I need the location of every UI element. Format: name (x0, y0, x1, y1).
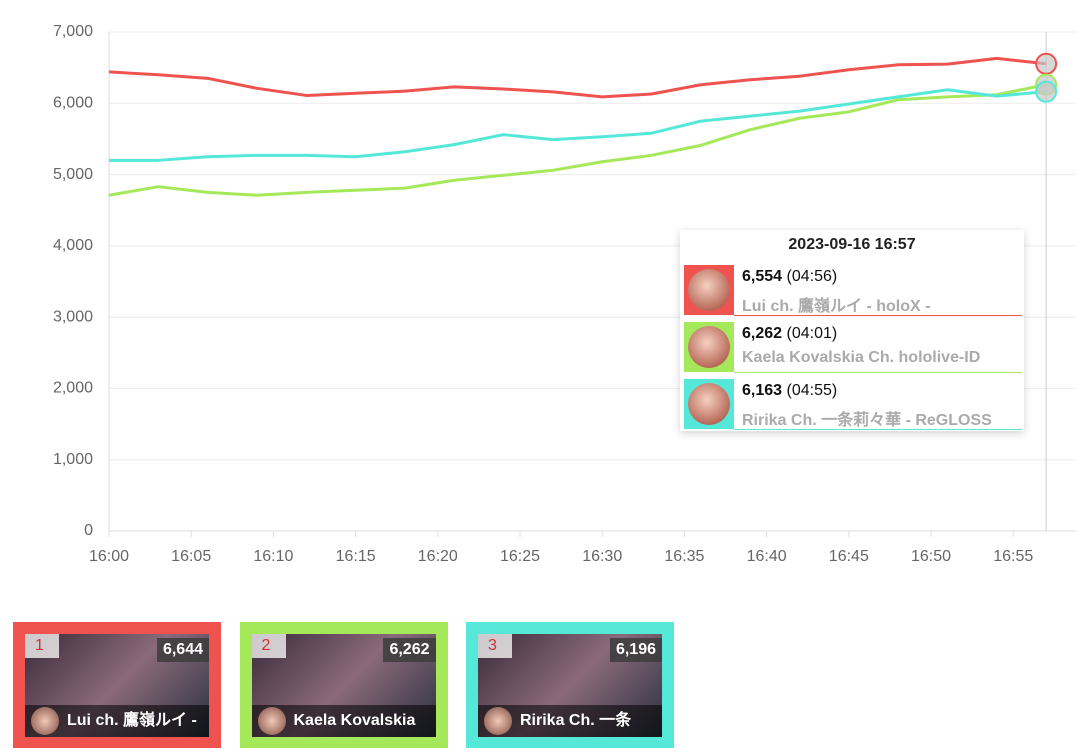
viewer-count: 6,262 (383, 638, 436, 662)
avatar-frame (684, 379, 734, 429)
x-tick-label: 16:25 (500, 548, 540, 565)
avatar-frame (684, 265, 734, 315)
y-tick-label: 4,000 (53, 237, 93, 254)
ranking-card[interactable]: 2 6,262 Kaela Kovalskia (239, 622, 448, 748)
avatar-frame (684, 322, 734, 372)
tooltip-title: 2023-09-16 16:57 (788, 236, 916, 253)
x-tick-label: 16:30 (582, 548, 622, 565)
tooltip-number: 6,262 (742, 325, 783, 342)
tooltip-name: Ririka Ch. 一条莉々華 ‐ ReGLOSS (742, 412, 992, 429)
tooltip-duration: (04:01) (786, 325, 838, 342)
x-tick-label: 16:45 (829, 548, 869, 565)
x-tick-label: 16:55 (993, 548, 1033, 565)
rank: 1 (25, 634, 59, 658)
x-tick-label: 16:50 (911, 548, 951, 565)
series-line (108, 83, 1047, 197)
tooltip-row: 6,163 (04:55) Ririka Ch. 一条莉々華 ‐ ReGLOSS (680, 374, 1024, 431)
hover-point (1035, 52, 1058, 75)
tooltip-value: 6,554 (04:56) (742, 268, 837, 286)
tooltip-underline (734, 315, 1022, 316)
channel-avatar (31, 707, 59, 735)
series-line (108, 56, 1047, 99)
tooltip-number: 6,163 (742, 382, 783, 399)
x-tick-label: 16:10 (253, 548, 293, 565)
x-tick-label: 16:05 (171, 548, 211, 565)
tooltip-number: 6,554 (742, 268, 783, 285)
y-tick-label: 3,000 (53, 308, 93, 325)
viewer-count: 6,196 (609, 638, 662, 662)
series-line (109, 88, 1047, 162)
channel-avatar (484, 707, 512, 735)
hover-point (1035, 80, 1058, 103)
tooltip-underline (734, 429, 1022, 430)
tooltip-value: 6,163 (04:55) (742, 382, 837, 400)
tooltip-duration: (04:56) (786, 268, 838, 285)
x-tick-label: 16:40 (747, 548, 787, 565)
channel-avatar (257, 707, 286, 735)
tooltip-underline (734, 372, 1022, 373)
chart: 0 1,000 2,000 3,000 4,000 5,000 6,000 7,000 16:0… (53, 23, 1076, 565)
avatar (688, 269, 730, 311)
viewer-count: 6,644 (156, 638, 209, 662)
y-tick-label: 2,000 (53, 380, 93, 397)
y-tick-label: 6,000 (53, 95, 93, 112)
y-tick-label: 1,000 (53, 451, 93, 468)
ranking-card[interactable]: 3 6,196 Ririka Ch. 一条 (466, 622, 674, 748)
tooltip-row: 6,262 (04:01) Kaela Kovalskia Ch. hololiv… (680, 317, 1024, 374)
rank: 2 (251, 634, 286, 658)
rank: 3 (478, 634, 512, 658)
x-tick-label: 16:15 (336, 548, 376, 565)
tooltip-name: Kaela Kovalskia Ch. hololive-ID (742, 349, 981, 366)
avatar (688, 326, 730, 368)
x-tick-label: 16:20 (418, 548, 458, 565)
tooltip-name: Lui ch. 鷹嶺ルイ - holoX - (742, 298, 931, 315)
avatar (688, 383, 730, 425)
tooltip-duration: (04:55) (786, 382, 838, 399)
x-tick-label: 16:00 (89, 548, 129, 565)
channel-name: Lui ch. 鷹嶺ルイ - (25, 705, 209, 737)
y-tick-label: 5,000 (53, 166, 93, 183)
x-tick-label: 16:35 (664, 548, 704, 565)
tooltip-value: 6,262 (04:01) (742, 325, 837, 343)
y-tick-label: 7,000 (53, 23, 93, 40)
ranking-card[interactable]: 1 6,644 Lui ch. 鷹嶺ルイ - (13, 622, 221, 748)
tooltip: 2023-09-16 16:57 6,554 (04:56) Lui ch. 鷹嶺ル… (680, 230, 1024, 431)
y-tick-label: 0 (84, 522, 93, 539)
tooltip-row: 6,554 (04:56) Lui ch. 鷹嶺ルイ - holoX - (680, 260, 1024, 317)
